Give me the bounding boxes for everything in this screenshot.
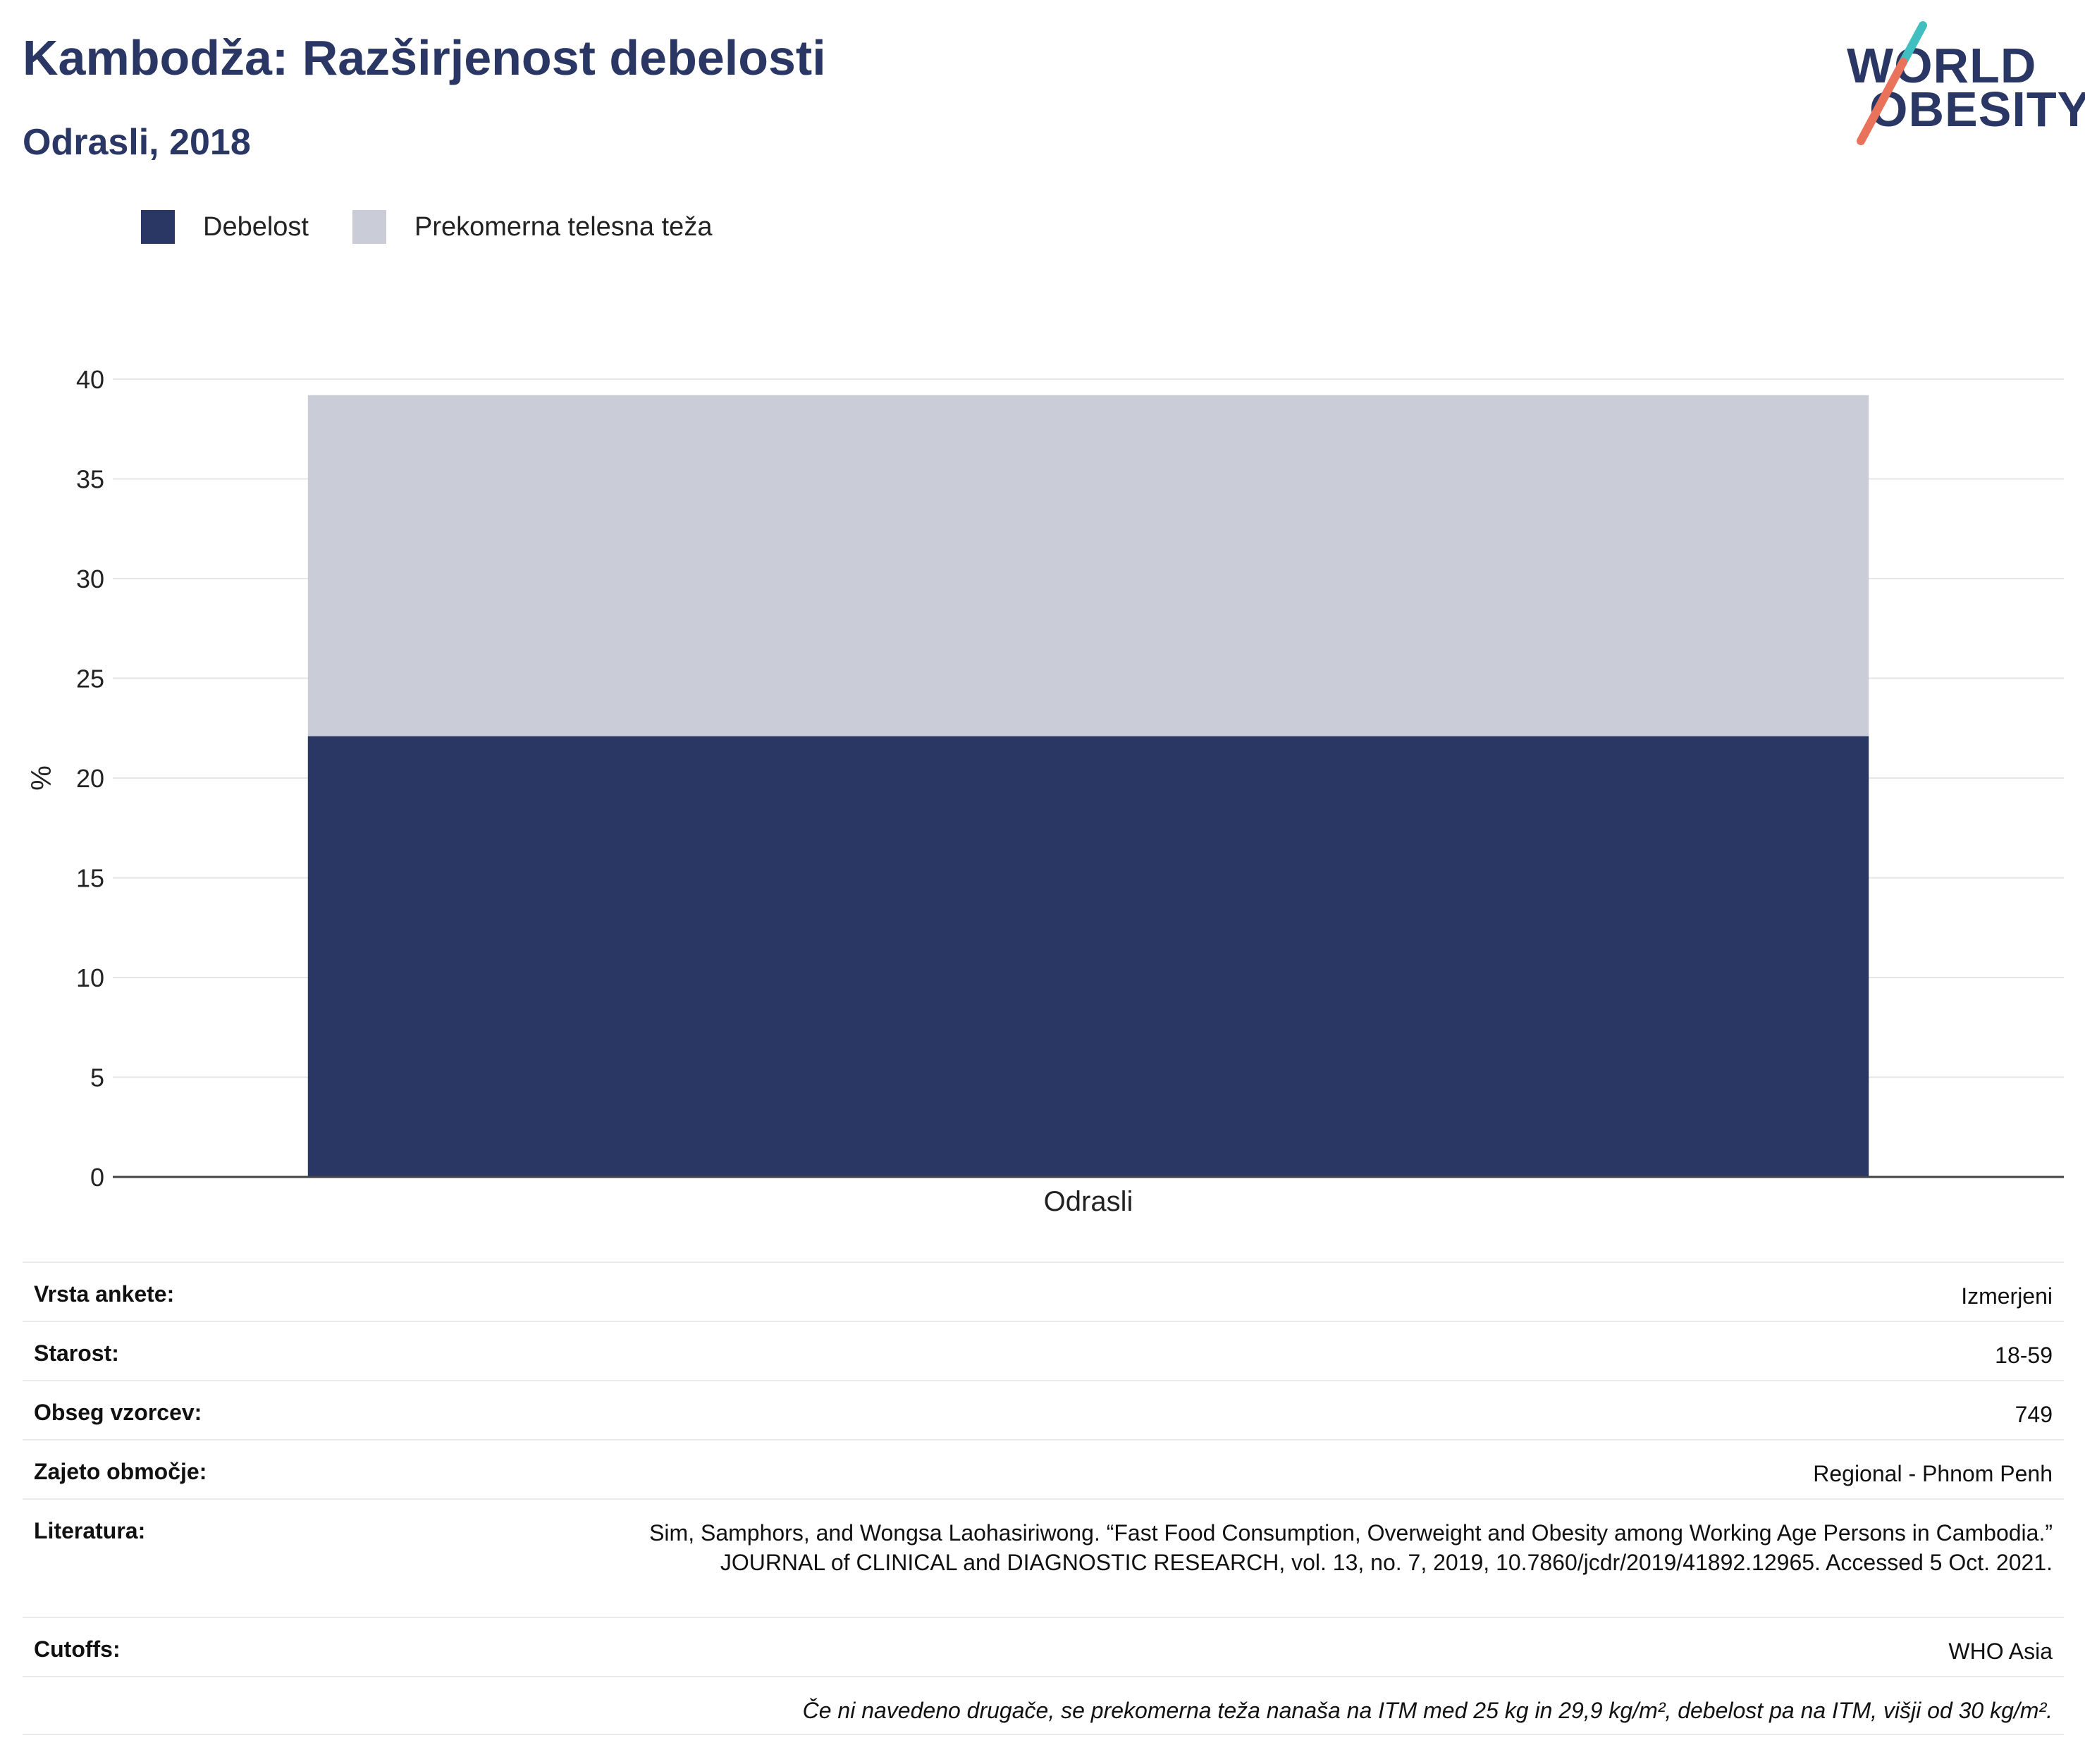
- info-row: Vrsta ankete: Izmerjeni: [23, 1262, 2064, 1321]
- bar-debelost-0: [307, 736, 1869, 1177]
- info-label: Cutoffs:: [34, 1636, 121, 1662]
- logo-text-world: WORLD: [1847, 38, 2037, 93]
- legend-item-prekomerna[interactable]: Prekomerna telesna teža: [352, 210, 712, 244]
- y-tick-label-35: 35: [76, 465, 104, 494]
- y-tick-label-25: 25: [76, 665, 104, 693]
- page-subtitle: Odrasli, 2018: [23, 122, 251, 163]
- bar-chart: 0 5 10 15 20 25 30 35 40% Odrasli: [26, 365, 2064, 1217]
- legend-item-debelost[interactable]: Debelost: [141, 210, 309, 244]
- y-tick-label-30: 30: [76, 565, 104, 593]
- y-axis-label: %: [26, 765, 57, 791]
- bar-prekomerna-0: [307, 395, 1869, 736]
- info-value: Sim, Samphors, and Wongsa Laohasiriwong.…: [649, 1520, 2053, 1575]
- world-obesity-logo: WORLD OBESITY: [1840, 20, 2085, 147]
- info-row: Literatura: Sim, Samphors, and Wongsa Lao…: [23, 1498, 2064, 1617]
- info-value: Izmerjeni: [1961, 1283, 2053, 1309]
- survey-info-table: Vrsta ankete: Izmerjeni Starost: 18-59 Obseg…: [23, 1262, 2064, 1735]
- y-tick-label-40: 40: [76, 365, 104, 394]
- x-tick-label-0: Odrasli: [1044, 1186, 1133, 1217]
- info-note-row: Če ni navedeno drugače, se prekomerna te…: [23, 1676, 2064, 1735]
- info-label: Obseg vzorcev:: [34, 1400, 202, 1425]
- y-tick-label-10: 10: [76, 963, 104, 992]
- y-tick-label-15: 15: [76, 864, 104, 893]
- info-row: Obseg vzorcev: 749: [23, 1380, 2064, 1439]
- bmi-definition-note: Če ni navedeno drugače, se prekomerna te…: [802, 1698, 2053, 1723]
- info-row: Cutoffs: WHO Asia: [23, 1617, 2064, 1676]
- info-value: Regional - Phnom Penh: [1813, 1461, 2053, 1486]
- info-row: Zajeto območje: Regional - Phnom Penh: [23, 1439, 2064, 1498]
- info-value: 749: [2015, 1402, 2053, 1427]
- info-label: Vrsta ankete:: [34, 1281, 175, 1307]
- y-tick-label-5: 5: [90, 1063, 104, 1092]
- legend-swatch-prekomerna: [352, 210, 386, 244]
- info-label: Literatura:: [34, 1518, 146, 1543]
- logo-text-obesity: OBESITY: [1869, 82, 2085, 137]
- logo-slash-bottom: [1857, 58, 1907, 145]
- logo-slash-icon: [1857, 21, 1927, 145]
- y-tick-label-0: 0: [90, 1163, 104, 1192]
- info-label: Zajeto območje:: [34, 1459, 207, 1484]
- legend-label-prekomerna: Prekomerna telesna teža: [414, 211, 713, 242]
- legend-swatch-debelost: [141, 210, 175, 244]
- logo-slash-top: [1899, 21, 1927, 66]
- info-row: Starost: 18-59: [23, 1321, 2064, 1380]
- info-value: WHO Asia: [1948, 1639, 2053, 1664]
- info-label: Starost:: [34, 1340, 119, 1366]
- info-value: 18-59: [1995, 1343, 2053, 1368]
- y-tick-label-20: 20: [76, 764, 104, 793]
- legend-label-debelost: Debelost: [203, 211, 309, 242]
- page-title: Kambodža: Razširjenost debelosti: [23, 30, 826, 85]
